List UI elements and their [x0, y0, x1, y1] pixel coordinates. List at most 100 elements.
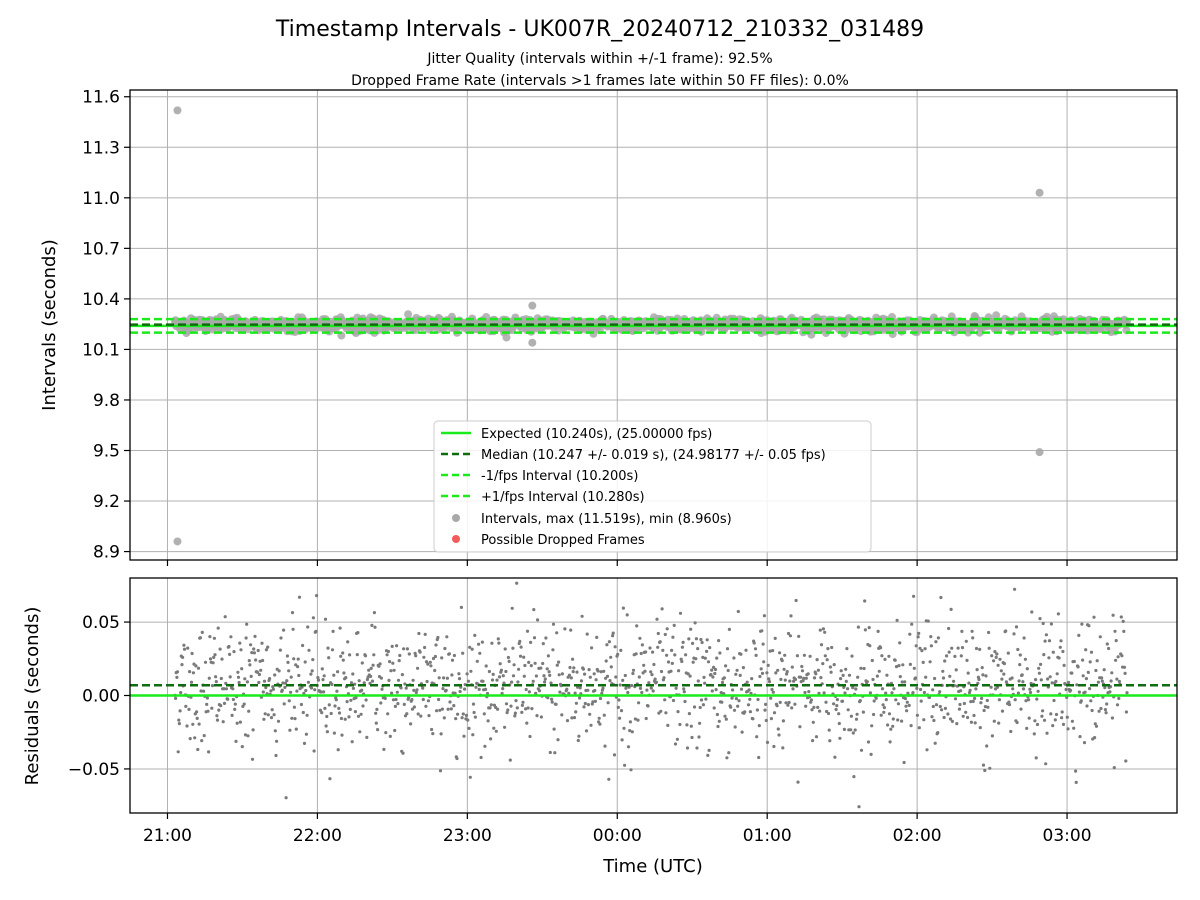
- residual-point: [356, 714, 361, 718]
- residual-point: [1028, 687, 1032, 691]
- residual-point: [289, 675, 293, 679]
- residual-point: [677, 669, 681, 673]
- residual-point: [254, 658, 258, 662]
- residual-point: [343, 717, 347, 721]
- residual-point: [822, 691, 826, 695]
- residual-point: [740, 730, 744, 734]
- residual-point: [585, 632, 589, 636]
- residual-point: [968, 688, 972, 693]
- intervals-ytick-label-0: 8.9: [93, 543, 120, 563]
- residual-point: [689, 724, 693, 728]
- residual-point: [987, 646, 991, 650]
- intervals-ytick-label-2: 9.5: [93, 442, 120, 462]
- residual-point: [877, 669, 881, 673]
- residual-point: [477, 642, 481, 646]
- residual-point: [1000, 677, 1004, 681]
- residual-point: [978, 726, 982, 730]
- residual-point: [619, 648, 623, 653]
- residual-point: [392, 668, 396, 672]
- residual-point: [569, 628, 573, 632]
- residual-point: [856, 625, 861, 629]
- residual-point: [1072, 659, 1076, 664]
- residual-point: [982, 708, 986, 713]
- residual-point: [460, 716, 464, 720]
- legend-label-minus-interval: -1/fps Interval (10.200s): [481, 469, 638, 484]
- residual-point: [793, 677, 798, 682]
- residual-point: [826, 711, 831, 716]
- legend-label-expected: Expected (10.240s), (25.00000 fps): [481, 427, 712, 442]
- residual-point: [516, 680, 520, 684]
- residual-point: [613, 645, 617, 649]
- residual-point: [372, 611, 376, 615]
- residual-point: [508, 758, 512, 762]
- residual-point: [601, 686, 605, 690]
- residual-point: [678, 611, 683, 615]
- residual-point: [239, 648, 243, 652]
- residual-point: [903, 696, 908, 701]
- residual-point: [1078, 735, 1082, 739]
- residual-point: [980, 696, 984, 701]
- residual-point: [175, 670, 180, 674]
- residual-point: [228, 675, 232, 679]
- residual-point: [833, 755, 837, 759]
- residual-point: [698, 705, 702, 710]
- residual-point: [465, 672, 469, 676]
- residual-point: [941, 676, 946, 680]
- residual-point: [532, 636, 537, 640]
- residual-point: [388, 660, 392, 664]
- residual-point: [824, 700, 828, 704]
- residual-point: [973, 721, 977, 725]
- residual-point: [579, 679, 584, 683]
- residual-point: [772, 711, 777, 715]
- residual-point: [571, 670, 575, 674]
- residual-point: [761, 642, 765, 646]
- residual-point: [407, 652, 411, 656]
- residual-point: [953, 654, 957, 659]
- residual-point: [990, 734, 995, 738]
- residual-point: [188, 737, 192, 741]
- residual-point: [1027, 716, 1031, 720]
- residual-point: [1083, 690, 1087, 694]
- residual-point: [593, 699, 598, 703]
- residual-point: [522, 655, 526, 659]
- residual-point: [844, 679, 848, 684]
- residual-point: [174, 696, 178, 701]
- residual-point: [670, 648, 674, 653]
- residual-point: [812, 676, 817, 680]
- residual-point: [1037, 666, 1041, 670]
- residual-point: [356, 631, 360, 635]
- residual-point: [196, 666, 201, 670]
- residual-point: [1040, 714, 1044, 718]
- residual-point: [754, 653, 758, 658]
- residual-point: [947, 650, 951, 654]
- residual-point: [369, 674, 373, 679]
- residual-point: [417, 631, 421, 636]
- residual-point: [394, 697, 398, 702]
- residual-point: [827, 728, 831, 732]
- residual-point: [626, 745, 631, 749]
- residual-point: [505, 711, 509, 715]
- residual-point: [866, 740, 871, 744]
- residual-point: [250, 651, 254, 655]
- residual-point: [309, 672, 313, 676]
- residual-point: [486, 719, 490, 723]
- residual-point: [882, 706, 887, 710]
- residual-point: [764, 702, 768, 707]
- residual-point: [1093, 722, 1097, 726]
- residual-point: [258, 659, 262, 663]
- residual-point: [552, 727, 556, 731]
- residual-point: [1033, 719, 1037, 723]
- residual-point: [501, 674, 505, 678]
- residual-point: [857, 805, 861, 809]
- residual-point: [688, 674, 692, 678]
- residual-point: [645, 688, 649, 692]
- residual-point: [945, 654, 949, 658]
- residual-point: [790, 665, 794, 669]
- residual-point: [676, 710, 680, 714]
- residual-point: [1049, 712, 1053, 716]
- residual-point: [1012, 632, 1016, 636]
- residual-point: [628, 720, 633, 724]
- residual-point: [619, 709, 624, 713]
- residual-point: [1120, 654, 1124, 658]
